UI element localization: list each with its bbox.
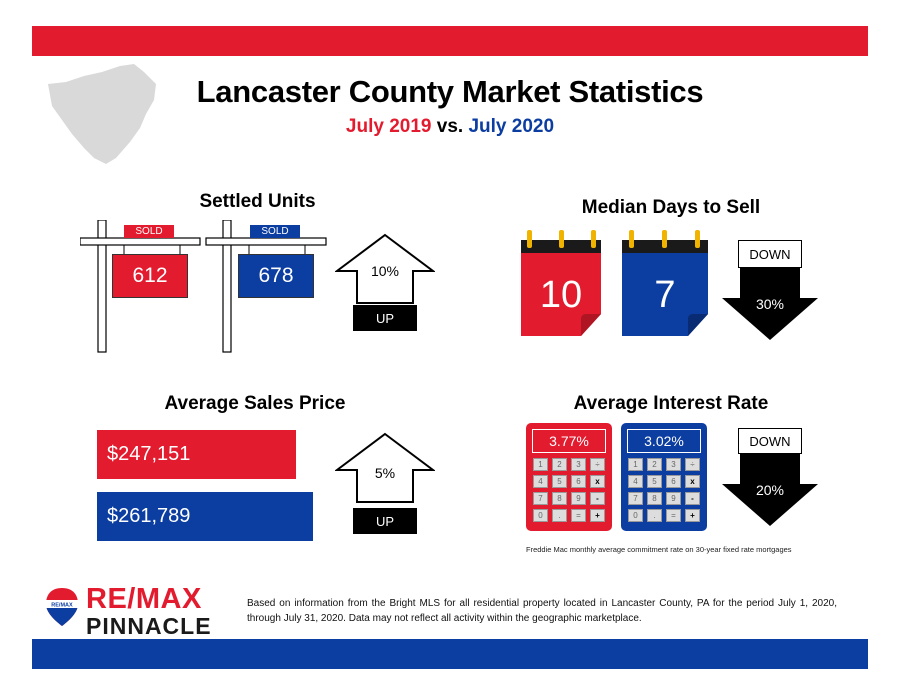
- interest-rate-title: Average Interest Rate: [573, 393, 769, 414]
- calculator-key: 7: [533, 492, 548, 505]
- subtitle-vs: vs.: [436, 116, 464, 137]
- top-red-band: [32, 26, 868, 56]
- interest-rate-footnote: Freddie Mac monthly average commitment r…: [526, 545, 792, 554]
- calculator-key: 7: [628, 492, 643, 505]
- calculator-key: 8: [647, 492, 662, 505]
- remax-balloon-logo-icon: RE/MAX: [45, 588, 79, 626]
- up-arrow-icon: [335, 233, 435, 304]
- calculator-key: x: [590, 475, 605, 488]
- calculator-key: 6: [666, 475, 681, 488]
- settled-units-title: Settled Units: [199, 191, 316, 212]
- bottom-blue-band: [32, 639, 868, 669]
- calculator-key: 2: [552, 458, 567, 471]
- calculator-key: -: [590, 492, 605, 505]
- calculator-key: 5: [647, 475, 662, 488]
- calculator-key: ÷: [685, 458, 700, 471]
- calculator-key: .: [552, 509, 567, 522]
- avg-price-change: 5%: [374, 465, 396, 481]
- page-title: Lancaster County Market Statistics: [196, 74, 704, 109]
- sold-tag-2019: SOLD: [124, 225, 174, 238]
- avg-price-bar-2019: $247,151: [97, 430, 296, 479]
- calculator-key: 4: [533, 475, 548, 488]
- avg-price-bar-2020: $261,789: [97, 492, 313, 541]
- calculator-key: 8: [552, 492, 567, 505]
- calculator-key: +: [590, 509, 605, 522]
- balloon-text: RE/MAX: [51, 603, 73, 609]
- calculator-key: 2: [647, 458, 662, 471]
- interest-rate-2020: 3.02%: [627, 429, 701, 453]
- median-days-change: 30%: [755, 296, 785, 312]
- settled-units-direction: UP: [353, 305, 417, 331]
- calculator-key: 6: [571, 475, 586, 488]
- interest-rate-change: 20%: [755, 482, 785, 498]
- up-arrow-icon: [335, 432, 435, 503]
- avg-price-direction: UP: [353, 508, 417, 534]
- calculator-key: =: [571, 509, 586, 522]
- calculator-key: 1: [533, 458, 548, 471]
- median-days-2020: 7: [654, 274, 676, 316]
- sold-tag-2020: SOLD: [250, 225, 300, 238]
- settled-units-2019: 612: [112, 254, 188, 298]
- calculator-2019: 3.77% 1 2 3 ÷ 4 5 6 x 7 8 9- 0. = +: [526, 423, 612, 531]
- calculator-key: 9: [571, 492, 586, 505]
- disclaimer-text: Based on information from the Bright MLS…: [247, 598, 837, 624]
- subtitle-year-2020: July 2020: [468, 116, 555, 137]
- median-days-direction: DOWN: [738, 240, 802, 268]
- calculator-key: -: [685, 492, 700, 505]
- subtitle-year-2019: July 2019: [345, 116, 432, 137]
- calculator-key: .: [647, 509, 662, 522]
- median-days-title: Median Days to Sell: [581, 197, 761, 218]
- calculator-key: 0: [628, 509, 643, 522]
- lancaster-county-map-icon: [48, 64, 156, 164]
- remax-pinnacle-logo: RE/MAX PINNACLE: [86, 584, 212, 638]
- down-arrow-icon: [722, 454, 818, 526]
- logo-remax-text: RE/MAX: [86, 583, 202, 615]
- calculator-key: 4: [628, 475, 643, 488]
- calculator-key: 5: [552, 475, 567, 488]
- down-arrow-icon: [722, 268, 818, 340]
- interest-rate-2019: 3.77%: [532, 429, 606, 453]
- settled-units-change: 10%: [370, 263, 400, 279]
- calendar-icon: [521, 230, 708, 336]
- calculator-key: ÷: [590, 458, 605, 471]
- avg-price-title: Average Sales Price: [164, 393, 346, 414]
- calculator-2020: 3.02% 1 2 3 ÷ 4 5 6 x 7 8 9- 0. = +: [621, 423, 707, 531]
- calculator-key: 3: [666, 458, 681, 471]
- calculator-key: 0: [533, 509, 548, 522]
- interest-rate-direction: DOWN: [738, 428, 802, 454]
- calculator-key: 3: [571, 458, 586, 471]
- logo-pinnacle-text: PINNACLE: [86, 613, 212, 639]
- calculator-key: 9: [666, 492, 681, 505]
- settled-units-2020: 678: [238, 254, 314, 298]
- calculator-key: x: [685, 475, 700, 488]
- calculator-key: 1: [628, 458, 643, 471]
- sign-posts-icon: [80, 220, 327, 353]
- calculator-key: =: [666, 509, 681, 522]
- median-days-2019: 10: [539, 274, 583, 316]
- calculator-key: +: [685, 509, 700, 522]
- page-subtitle: July 2019 vs. July 2020: [0, 116, 900, 138]
